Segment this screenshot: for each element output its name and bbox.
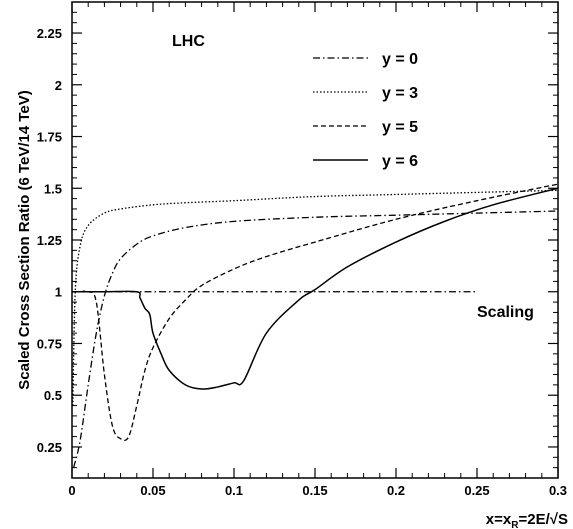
y-axis-label: Scaled Cross Section Ratio (6 TeV/14 TeV… xyxy=(16,90,33,390)
y-tick-label: 1 xyxy=(55,285,62,300)
x-axis-label: x=xR=2E/√S xyxy=(486,511,568,529)
legend: y = 0 y = 3 y = 5 y = 6 xyxy=(313,51,418,170)
x-axis-label-part-1: x=x xyxy=(486,511,512,528)
series-layer xyxy=(72,183,558,468)
series-line-y-3 xyxy=(72,189,558,406)
axis-ticks: 0 0.05 0.1 0.15 0.2 0.25 0.3 0.25 0.5 0.75 1 1.25 1.… xyxy=(37,1,567,498)
y-tick-label: 0.75 xyxy=(37,336,62,351)
series-line-y-0 xyxy=(72,210,558,468)
legend-label: y = 3 xyxy=(382,85,418,102)
y-tick-label: 1.25 xyxy=(37,233,62,248)
legend-label: y = 6 xyxy=(382,153,418,170)
x-tick-label: 0.1 xyxy=(225,483,243,498)
x-tick-label: 0 xyxy=(68,483,75,498)
x-tick-label: 0.3 xyxy=(549,483,567,498)
x-tick-label: 0.05 xyxy=(140,483,165,498)
y-tick-label: 2 xyxy=(55,78,62,93)
x-axis-label-part-2: =2E/√S xyxy=(518,511,568,528)
lhc-annotation: LHC xyxy=(172,33,205,50)
y-tick-label: 2.25 xyxy=(37,26,62,41)
series-line-y-5 xyxy=(72,183,558,442)
x-tick-label: 0.15 xyxy=(302,483,327,498)
series-line-y-6 xyxy=(72,187,558,390)
y-tick-label: 1.5 xyxy=(44,181,62,196)
legend-label: y = 0 xyxy=(382,51,418,68)
legend-label: y = 5 xyxy=(382,119,418,136)
x-axis-label-subscript: R xyxy=(511,520,519,529)
plot-frame xyxy=(71,1,559,479)
y-tick-label: 0.5 xyxy=(44,388,62,403)
y-tick-label: 1.75 xyxy=(37,130,62,145)
y-tick-label: 0.25 xyxy=(37,440,62,455)
scaling-annotation: Scaling xyxy=(477,304,534,321)
x-tick-label: 0.2 xyxy=(387,483,405,498)
x-tick-label: 0.25 xyxy=(464,483,489,498)
